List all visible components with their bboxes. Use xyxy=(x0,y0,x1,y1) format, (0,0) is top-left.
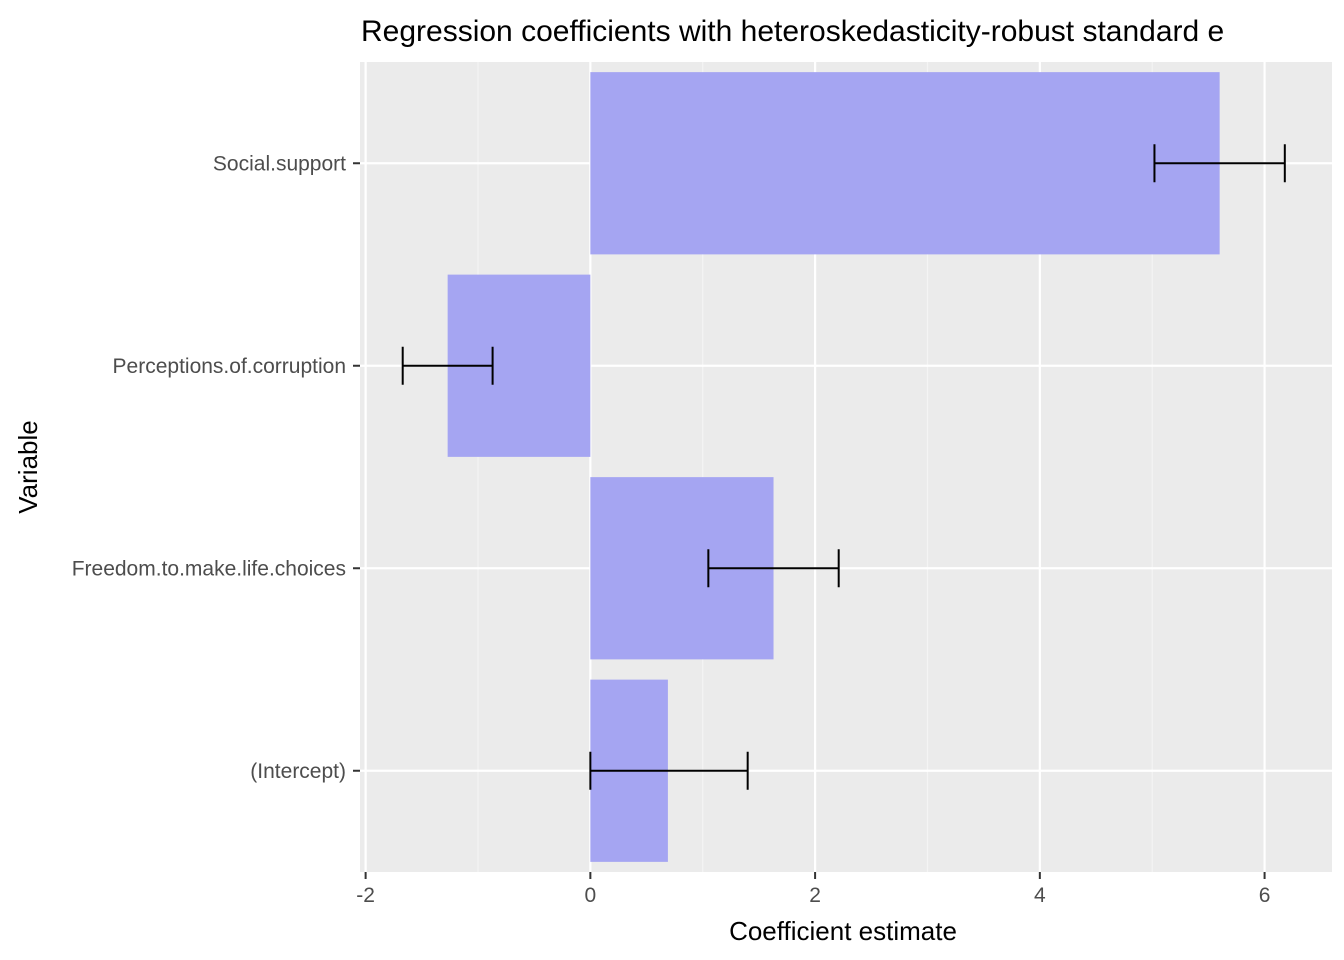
bar xyxy=(590,72,1220,255)
x-tick-label: 2 xyxy=(809,884,821,907)
error-bars-group xyxy=(401,144,1286,790)
error-bar xyxy=(589,751,749,790)
error-bar xyxy=(401,346,494,385)
x-tick-label: 4 xyxy=(1034,884,1046,907)
x-axis: -2 0 2 4 6 xyxy=(356,872,1270,907)
chart-title: Regression coefficients with heteroskeda… xyxy=(361,15,1224,48)
y-axis-title: Variable xyxy=(13,420,43,513)
x-tick-label: -2 xyxy=(356,884,375,907)
y-tick-label: (Intercept) xyxy=(250,760,346,783)
y-tick-label: Freedom.to.make.life.choices xyxy=(72,557,346,580)
y-tick-label: Perceptions.of.corruption xyxy=(113,355,346,378)
y-axis: (Intercept) Freedom.to.make.life.choices P… xyxy=(72,152,360,783)
error-bar xyxy=(1153,144,1286,183)
y-tick-label: Social.support xyxy=(213,152,346,175)
x-tick-label: 0 xyxy=(585,884,597,907)
error-bar xyxy=(707,549,840,588)
x-tick-label: 6 xyxy=(1259,884,1271,907)
x-axis-title: Coefficient estimate xyxy=(729,916,957,946)
